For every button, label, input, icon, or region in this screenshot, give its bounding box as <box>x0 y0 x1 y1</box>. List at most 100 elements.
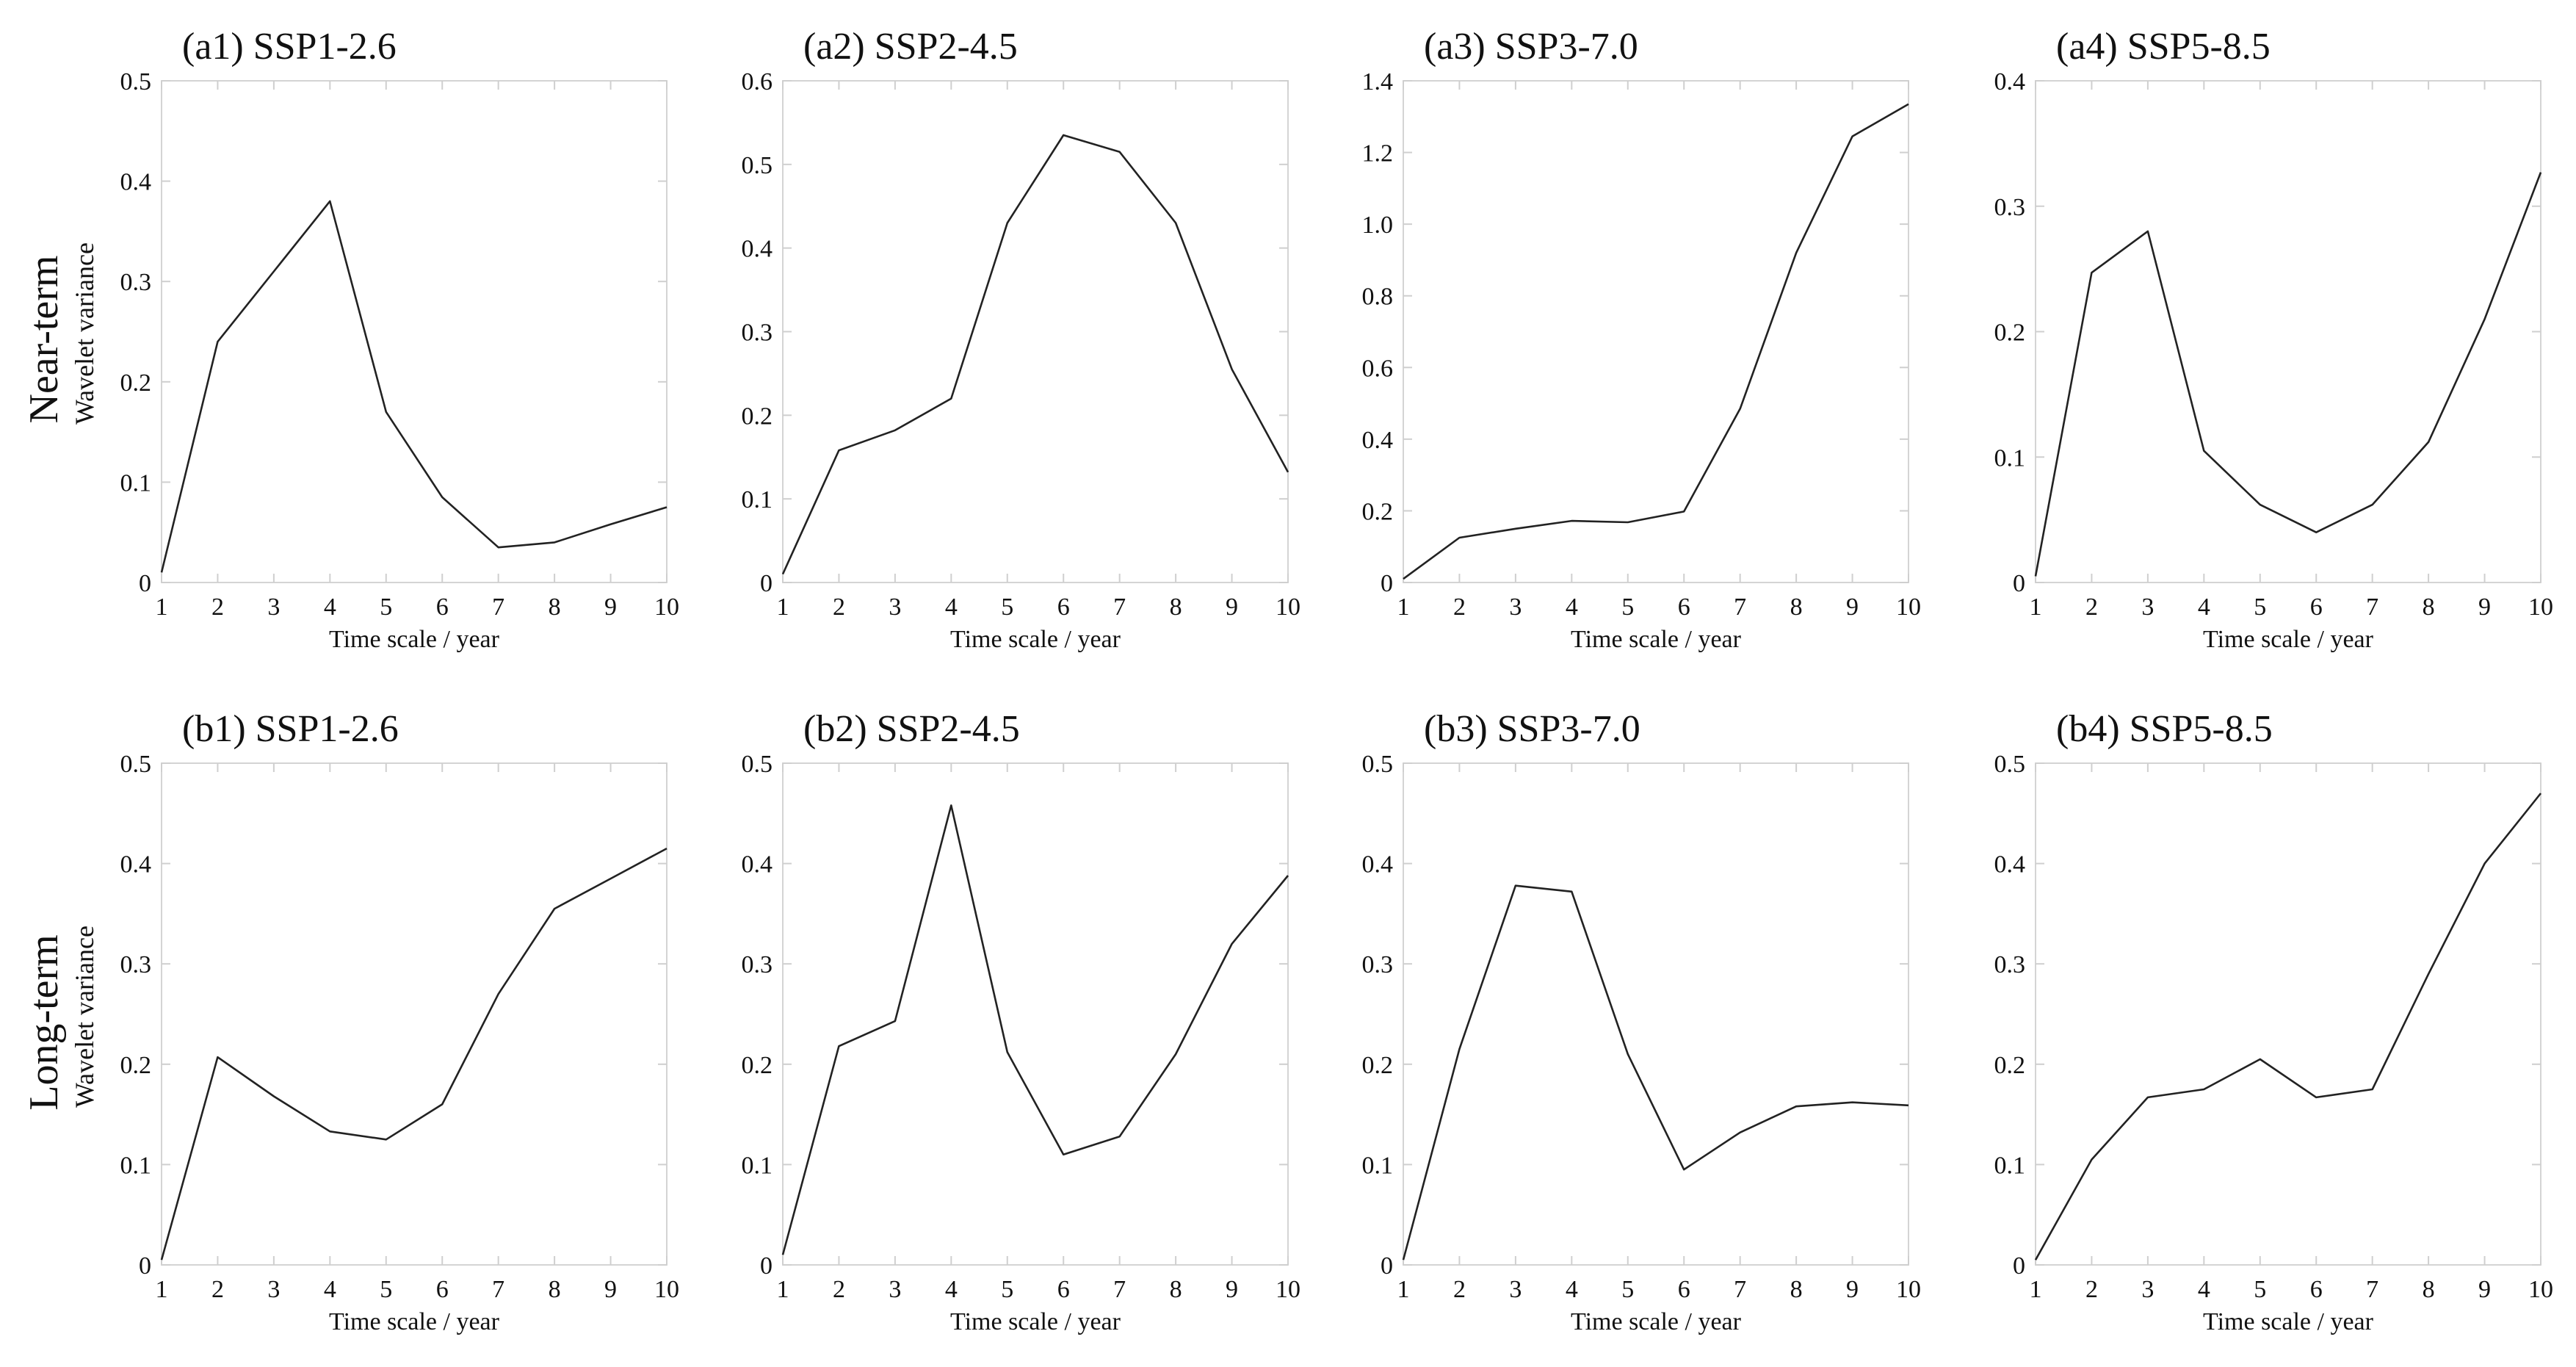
x-tick-label: 1 <box>777 594 789 621</box>
x-axis-label: Time scale / year <box>2203 626 2374 653</box>
y-tick-label: 0.1 <box>120 469 152 497</box>
plot-frame <box>782 762 1289 1266</box>
x-tick-label: 10 <box>654 1276 679 1303</box>
series-line <box>160 200 667 573</box>
x-tick-label: 9 <box>2478 594 2491 621</box>
chart-panel: (a4) SSP5-8.5 0 0.1 0.2 0.3 0.4 1 2 3 4 5 6 7 8 9 10 Tim… <box>1994 26 2554 653</box>
series-line <box>1403 103 1909 580</box>
x-tick-label: 3 <box>1509 1276 1522 1303</box>
plot-frame <box>161 80 667 583</box>
y-tick-label: 0.1 <box>742 1152 773 1179</box>
x-axis-label: Time scale / year <box>329 1308 500 1335</box>
x-tick-label: 7 <box>1113 594 1126 621</box>
x-tick-label: 5 <box>2254 594 2266 621</box>
x-axis-label: Time scale / year <box>1571 626 1742 653</box>
y-tick-label: 0.1 <box>1994 444 2026 472</box>
y-tick-label: 0.3 <box>1994 951 2026 978</box>
x-tick-label: 2 <box>1453 594 1466 621</box>
x-tick-label: 3 <box>889 594 901 621</box>
x-tick-label: 6 <box>436 1276 449 1303</box>
plot-frame <box>1403 762 1909 1266</box>
x-tick-label: 5 <box>380 1276 392 1303</box>
x-tick-label: 9 <box>604 594 617 621</box>
y-tick-label: 0.2 <box>742 403 773 430</box>
x-tick-label: 5 <box>1621 1276 1634 1303</box>
y-tick-label: 0.2 <box>120 1052 152 1079</box>
y-tick-label: 0 <box>760 570 773 597</box>
y-tick-label: 0.4 <box>1994 68 2026 95</box>
x-tick-label: 4 <box>2198 594 2210 621</box>
x-tick-label: 7 <box>2366 594 2378 621</box>
y-tick-label: 0 <box>2013 570 2025 597</box>
x-tick-label: 6 <box>1678 594 1690 621</box>
x-tick-label: 8 <box>2423 1276 2435 1303</box>
series-line <box>160 847 667 1260</box>
x-tick-label: 10 <box>1896 594 1921 621</box>
y-tick-label: 0.2 <box>1994 320 2026 347</box>
x-tick-label: 4 <box>945 594 958 621</box>
x-tick-label: 9 <box>1226 1276 1238 1303</box>
x-tick-label: 9 <box>2478 1276 2491 1303</box>
chart-title: (a3) SSP3-7.0 <box>1424 26 1638 68</box>
x-tick-label: 1 <box>1397 1276 1410 1303</box>
x-tick-label: 4 <box>945 1276 958 1303</box>
x-tick-label: 5 <box>380 594 392 621</box>
plot-frame <box>1403 80 1909 583</box>
series-line <box>781 134 1289 575</box>
x-tick-label: 8 <box>1170 594 1182 621</box>
x-tick-label: 5 <box>2254 1276 2266 1303</box>
x-tick-label: 2 <box>833 594 845 621</box>
x-tick-label: 6 <box>1057 594 1070 621</box>
x-axis-label: Time scale / year <box>1571 1308 1742 1335</box>
x-tick-label: 9 <box>604 1276 617 1303</box>
x-tick-label: 9 <box>1226 594 1238 621</box>
x-tick-label: 1 <box>777 1276 789 1303</box>
x-tick-label: 5 <box>1621 594 1634 621</box>
plot-frame <box>782 80 1289 583</box>
x-tick-label: 1 <box>156 1276 168 1303</box>
y-tick-label: 0.2 <box>1362 1052 1394 1079</box>
y-tick-label: 0 <box>139 1252 151 1280</box>
y-tick-label: 0.5 <box>1362 751 1394 778</box>
x-tick-label: 5 <box>1001 594 1013 621</box>
chart-panel: (b3) SSP3-7.0 0 0.1 0.2 0.3 0.4 0.5 1 2 3 4 5 6 7 8 9 10… <box>1362 708 1922 1335</box>
x-tick-label: 5 <box>1001 1276 1013 1303</box>
x-tick-label: 6 <box>1678 1276 1690 1303</box>
chart-panel: (b2) SSP2-4.5 0 0.1 0.2 0.3 0.4 0.5 1 2 3 4 5 6 7 8 9 10… <box>742 708 1301 1335</box>
x-tick-label: 8 <box>1170 1276 1182 1303</box>
y-tick-label: 0.6 <box>742 68 773 95</box>
x-tick-label: 7 <box>492 1276 504 1303</box>
x-tick-label: 4 <box>1566 1276 1578 1303</box>
y-tick-label: 0.3 <box>120 269 152 296</box>
x-tick-label: 8 <box>549 1276 561 1303</box>
x-tick-label: 10 <box>654 594 679 621</box>
chart-panel: (a1) SSP1-2.6 0 0.1 0.2 0.3 0.4 0.5 1 2 3 4 5 6 7 8 9 10… <box>120 26 680 653</box>
x-tick-label: 10 <box>1896 1276 1921 1303</box>
y-tick-label: 0.3 <box>742 951 773 978</box>
x-tick-label: 1 <box>2030 1276 2042 1303</box>
x-tick-label: 4 <box>324 1276 336 1303</box>
y-tick-label: 0.1 <box>1994 1152 2026 1179</box>
x-tick-label: 8 <box>549 594 561 621</box>
chart-title: (b2) SSP2-4.5 <box>803 708 1020 750</box>
y-tick-label: 0.2 <box>1362 498 1394 525</box>
y-tick-label: 0.3 <box>742 320 773 347</box>
series-line <box>2034 793 2542 1260</box>
y-tick-label: 0.4 <box>742 236 773 263</box>
plot-frame <box>2035 80 2541 583</box>
y-tick-label: 0 <box>139 570 151 597</box>
series-line <box>1402 884 1909 1260</box>
x-tick-label: 3 <box>267 594 280 621</box>
y-tick-label: 0.4 <box>120 169 152 196</box>
x-tick-label: 3 <box>1509 594 1522 621</box>
y-tick-label: 1.2 <box>1362 140 1394 167</box>
x-tick-label: 2 <box>2085 1276 2098 1303</box>
x-tick-label: 4 <box>1566 594 1578 621</box>
x-tick-label: 10 <box>1276 1276 1300 1303</box>
y-tick-label: 0.3 <box>1994 194 2026 221</box>
y-tick-label: 0.5 <box>742 152 773 179</box>
y-tick-label: 1.4 <box>1362 68 1394 95</box>
chart-panel: (b4) SSP5-8.5 0 0.1 0.2 0.3 0.4 0.5 1 2 3 4 5 6 7 8 9 10… <box>1994 708 2554 1335</box>
series-line <box>2034 172 2542 577</box>
